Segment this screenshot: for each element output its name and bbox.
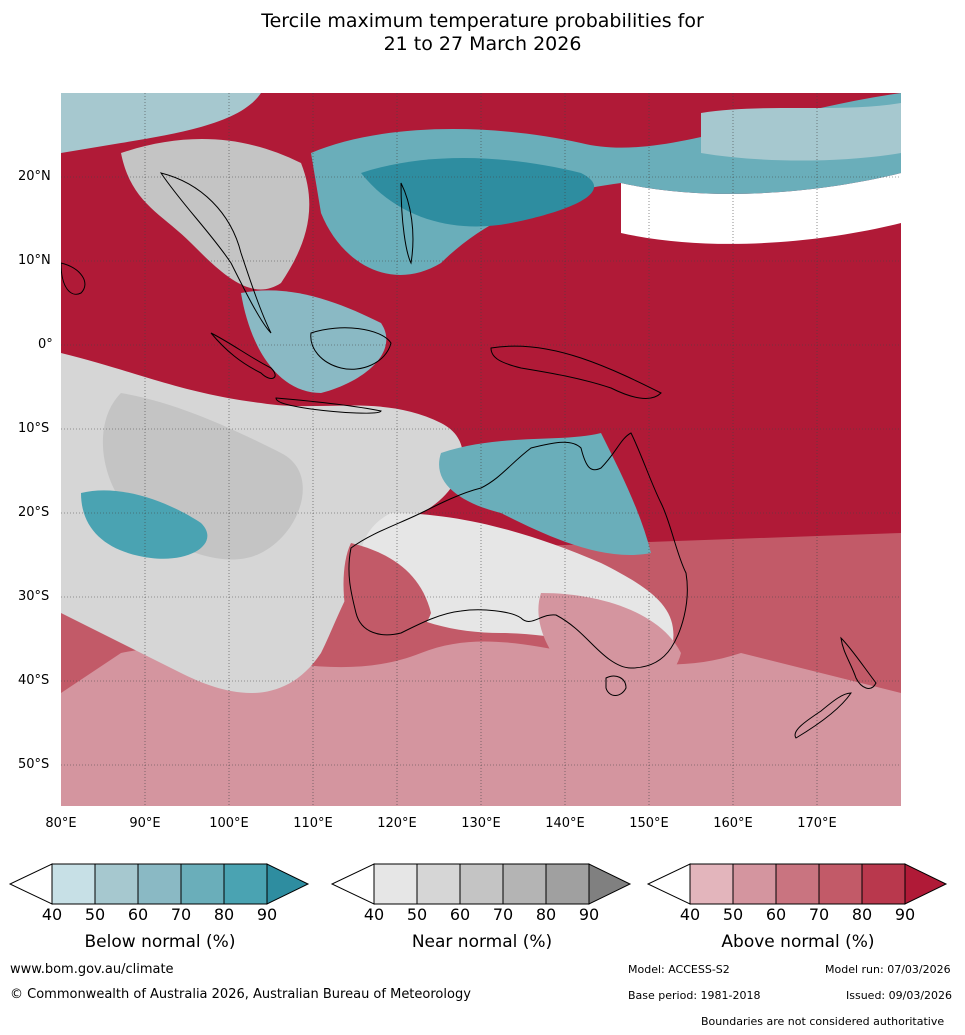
- lat-label-40s: 40°S: [18, 673, 50, 688]
- cbar-below-tick-80: 80: [213, 905, 235, 924]
- cbar-below-swatch-60: [137, 863, 182, 905]
- cbar-above-tick-80: 80: [851, 905, 873, 924]
- cbar-near-label: Near normal (%): [411, 932, 553, 952]
- cbar-below-swatch-40: [51, 863, 96, 905]
- new-guinea-coastline: [490, 345, 662, 399]
- cbar-above-swatch-60: [775, 863, 820, 905]
- boundaries-disclaimer: Boundaries are not considered authoritat…: [701, 1015, 945, 1028]
- model-name: Model: ACCESS-S2: [628, 963, 730, 976]
- cbar-above-swatch-40: [689, 863, 734, 905]
- cbar-above-swatch-80: [861, 863, 906, 905]
- cbar-below-tick-60: 60: [127, 905, 149, 924]
- northern-australia-below-normal: [439, 433, 651, 555]
- lat-label-10s: 10°S: [18, 421, 50, 436]
- australia-coastline: [348, 432, 688, 669]
- cbar-below-swatch-50: [94, 863, 139, 905]
- cbar-near-tick-80: 80: [535, 905, 557, 924]
- cbar-near-swatch-70: [502, 863, 547, 905]
- cbar-near-tick-60: 60: [449, 905, 471, 924]
- philippines-coastline: [400, 182, 414, 265]
- nz-north-island: [840, 636, 877, 689]
- lon-label-150e: 150°E: [629, 816, 669, 831]
- cbar-below-label: Below normal (%): [84, 932, 236, 952]
- nz-south-island: [794, 692, 852, 739]
- cbar-near-tick-40: 40: [363, 905, 385, 924]
- below-normal-light-northeast: [701, 103, 901, 161]
- cbar-below-tick-40: 40: [41, 905, 63, 924]
- cbar-above-tick-40: 40: [679, 905, 701, 924]
- coastlines: [61, 172, 877, 739]
- chart-title: Tercile maximum temperature probabilitie…: [0, 10, 965, 56]
- forecast-map: [61, 93, 901, 806]
- se-australia-above-normal: [538, 593, 681, 693]
- base-period: Base period: 1981-2018: [628, 989, 761, 1002]
- website-link[interactable]: www.bom.gov.au/climate: [10, 962, 174, 977]
- title-line-1: Tercile maximum temperature probabilitie…: [261, 10, 704, 32]
- cbar-below-upper-arrow: [266, 863, 310, 905]
- northwest-below-normal: [61, 93, 261, 153]
- cbar-below-tick-70: 70: [170, 905, 192, 924]
- title-line-2: 21 to 27 March 2026: [383, 33, 582, 55]
- cbar-below-swatch-70: [180, 863, 225, 905]
- cbar-below-tick-90: 90: [256, 905, 278, 924]
- cbar-above-upper-arrow: [904, 863, 948, 905]
- lat-label-50s: 50°S: [18, 757, 50, 772]
- colorbar-near-normal: [330, 863, 632, 905]
- cbar-near-swatch-80: [545, 863, 590, 905]
- cbar-below-swatch-80: [223, 863, 268, 905]
- pacific-white-band: [621, 173, 901, 244]
- lon-label-160e: 160°E: [713, 816, 753, 831]
- copyright-notice: © Commonwealth of Australia 2026, Austra…: [10, 987, 471, 1002]
- model-run-date: Model run: 07/03/2026: [825, 963, 951, 976]
- colorbar-above-normal: [646, 863, 948, 905]
- java-coastline: [275, 397, 382, 414]
- sumatra-coastline: [210, 332, 276, 379]
- lon-label-80e: 80°E: [45, 816, 77, 831]
- lon-label-140e: 140°E: [545, 816, 585, 831]
- lat-label-20s: 20°S: [18, 505, 50, 520]
- tasmania-coastline: [605, 675, 627, 696]
- cbar-near-swatch-50: [416, 863, 461, 905]
- cbar-near-tick-70: 70: [492, 905, 514, 924]
- cbar-near-tick-90: 90: [578, 905, 600, 924]
- cbar-below-lower-arrow: [8, 863, 53, 905]
- lat-label-10n: 10°N: [18, 253, 51, 268]
- sri-lanka-area: [61, 262, 86, 295]
- issued-date: Issued: 09/03/2026: [846, 989, 953, 1002]
- cbar-above-tick-60: 60: [765, 905, 787, 924]
- mainland-asia-near-normal: [121, 139, 310, 290]
- below-normal-patch-west: [81, 490, 208, 559]
- cbar-above-tick-70: 70: [808, 905, 830, 924]
- lon-label-120e: 120°E: [377, 816, 417, 831]
- lat-label-20n: 20°N: [18, 169, 51, 184]
- cbar-near-lower-arrow: [330, 863, 375, 905]
- colorbar-below-normal: [8, 863, 310, 905]
- cbar-above-tick-50: 50: [722, 905, 744, 924]
- cbar-below-tick-50: 50: [84, 905, 106, 924]
- cbar-near-swatch-60: [459, 863, 504, 905]
- cbar-near-upper-arrow: [588, 863, 632, 905]
- cbar-above-swatch-50: [732, 863, 777, 905]
- graticule: [61, 93, 901, 806]
- lon-label-90e: 90°E: [129, 816, 161, 831]
- cbar-above-label: Above normal (%): [721, 932, 875, 952]
- indochina-coastline: [159, 172, 272, 334]
- borneo-coastline: [310, 327, 392, 370]
- cbar-above-swatch-70: [818, 863, 863, 905]
- cbar-near-tick-50: 50: [406, 905, 428, 924]
- cbar-above-tick-90: 90: [894, 905, 916, 924]
- lon-label-170e: 170°E: [797, 816, 837, 831]
- lat-label-30s: 30°S: [18, 589, 50, 604]
- lon-label-130e: 130°E: [461, 816, 501, 831]
- below-normal-core: [361, 158, 595, 227]
- map-canvas: [61, 93, 901, 806]
- lon-label-100e: 100°E: [209, 816, 249, 831]
- maritime-below-normal: [241, 290, 387, 393]
- lat-label-0: 0°: [38, 337, 53, 352]
- cbar-above-lower-arrow: [646, 863, 691, 905]
- sw-australia-above-normal: [343, 543, 431, 644]
- cbar-near-swatch-40: [373, 863, 418, 905]
- lon-label-110e: 110°E: [293, 816, 333, 831]
